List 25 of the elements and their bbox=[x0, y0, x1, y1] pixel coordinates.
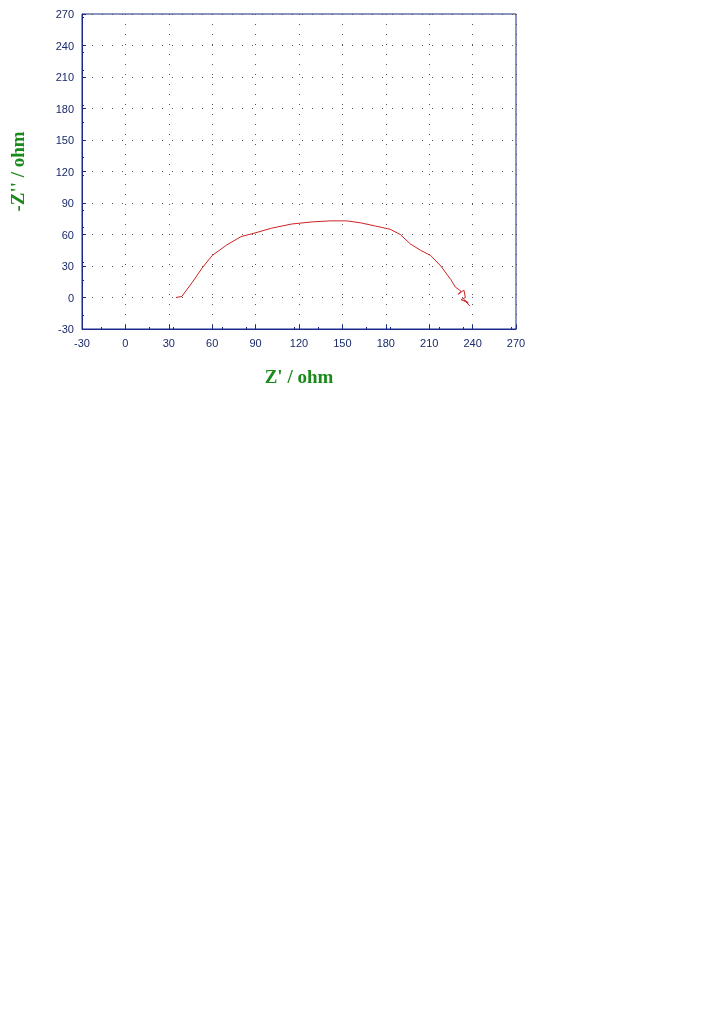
y-tick-label: 180 bbox=[55, 102, 74, 115]
x-tick-label: 240 bbox=[463, 336, 482, 349]
line-series bbox=[175, 220, 471, 307]
y-tick-label: 270 bbox=[55, 8, 74, 20]
x-tick-label: 60 bbox=[206, 336, 219, 349]
y-tick-label: 30 bbox=[61, 260, 74, 272]
x-tick-label: 30 bbox=[162, 336, 175, 349]
x-tick-label: 210 bbox=[420, 336, 439, 349]
y-tick-label: 60 bbox=[61, 228, 74, 241]
y-tick-label: -30 bbox=[58, 323, 74, 335]
y-tick-label: 90 bbox=[61, 197, 74, 209]
x-tick-label: 180 bbox=[376, 336, 395, 349]
x-tick-label: 120 bbox=[289, 336, 309, 349]
x-tick-label: -30 bbox=[74, 336, 90, 349]
y-tick-label: 210 bbox=[55, 71, 74, 83]
y-axis-title: -Z'' / ohm bbox=[7, 131, 28, 212]
x-tick-label: 0 bbox=[122, 336, 129, 349]
y-tick-label: 0 bbox=[67, 291, 74, 304]
x-tick-label: 90 bbox=[249, 336, 262, 349]
x-tick-label: 270 bbox=[506, 336, 526, 349]
y-tick-label: 240 bbox=[55, 39, 74, 52]
y-tick-label: 150 bbox=[55, 134, 74, 146]
x-tick-label: 150 bbox=[333, 336, 352, 349]
x-axis-title: Z' / ohm bbox=[264, 366, 334, 387]
y-tick-label: 120 bbox=[55, 165, 74, 178]
